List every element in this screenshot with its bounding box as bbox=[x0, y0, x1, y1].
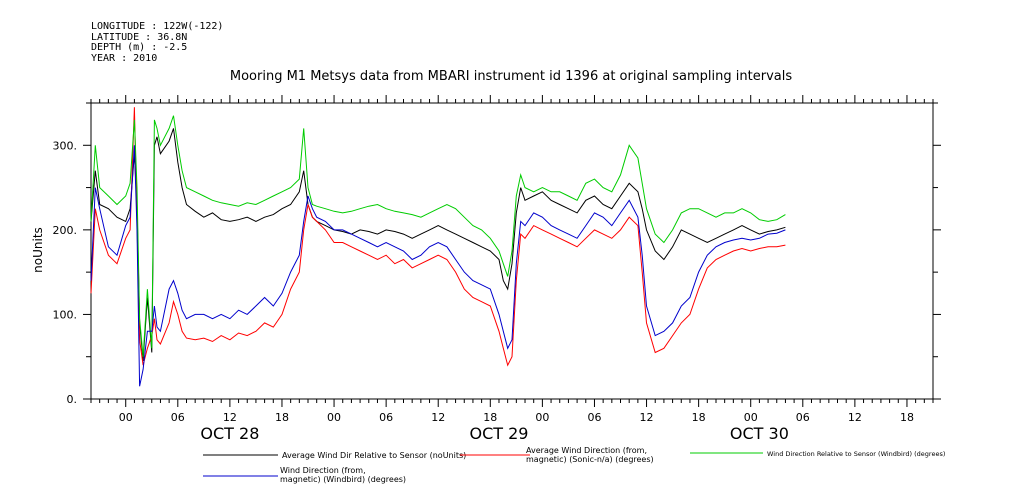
y-tick-label: 100. bbox=[53, 308, 78, 321]
x-tick-label: 06 bbox=[379, 411, 393, 424]
x-tick-label: 06 bbox=[171, 411, 185, 424]
plot-series bbox=[90, 107, 786, 387]
series-line-3 bbox=[90, 145, 786, 387]
series-line-1 bbox=[90, 107, 786, 367]
x-tick-label: 06 bbox=[587, 411, 601, 424]
series-line-0 bbox=[90, 128, 786, 361]
date-label: OCT 29 bbox=[469, 424, 528, 443]
y-tick-label: 300. bbox=[53, 139, 78, 152]
legend-label-red-line2: magnetic) (Sonic-n/a) (degrees) bbox=[526, 455, 654, 464]
axis-ticks: 0. 100. 200. 300. 00 06 12 18 00 06 12 18 00 06 12 18 00… bbox=[53, 95, 941, 424]
meta-year: YEAR : 2010 bbox=[91, 53, 157, 64]
x-tick-label: 12 bbox=[640, 411, 654, 424]
y-axis-label: noUnits bbox=[31, 227, 45, 273]
meta-depth: DEPTH (m) : -2.5 bbox=[91, 42, 187, 53]
x-tick-label: 12 bbox=[431, 411, 445, 424]
x-tick-label: 00 bbox=[744, 411, 758, 424]
legend: Average Wind Dir Relative to Sensor (noU… bbox=[203, 446, 945, 484]
x-tick-label: 00 bbox=[119, 411, 133, 424]
legend-label-blue-line2: magnetic) (Windbird) (degrees) bbox=[280, 475, 406, 484]
legend-label-blue-line1: Wind Direction (from, bbox=[280, 466, 366, 475]
y-tick-label: 0. bbox=[67, 393, 78, 406]
x-tick-label: 00 bbox=[327, 411, 341, 424]
legend-label-red-line1: Average Wind Direction (from, bbox=[526, 446, 647, 455]
series-line-2 bbox=[90, 115, 786, 357]
x-tick-label: 12 bbox=[848, 411, 862, 424]
x-tick-label: 18 bbox=[900, 411, 914, 424]
legend-label-blue: Wind Direction (from, magnetic) (Windbir… bbox=[280, 466, 406, 484]
x-tick-label: 18 bbox=[483, 411, 497, 424]
chart-title: Mooring M1 Metsys data from MBARI instru… bbox=[230, 69, 792, 84]
meta-latitude: LATITUDE : 36.8N bbox=[91, 32, 187, 43]
meta-longitude: LONGITUDE : 122W(-122) bbox=[91, 21, 223, 32]
date-labels: OCT 28 OCT 29 OCT 30 bbox=[200, 424, 788, 443]
y-tick-label: 200. bbox=[53, 224, 78, 237]
legend-label-red: Average Wind Direction (from, magnetic) … bbox=[526, 446, 654, 464]
date-label: OCT 30 bbox=[730, 424, 789, 443]
legend-label-green: Wind Direction Relative to Sensor (Windb… bbox=[767, 450, 945, 458]
x-tick-label: 06 bbox=[796, 411, 810, 424]
x-tick-label: 00 bbox=[535, 411, 549, 424]
x-tick-label: 18 bbox=[692, 411, 706, 424]
legend-label-black: Average Wind Dir Relative to Sensor (noU… bbox=[282, 451, 466, 460]
date-label: OCT 28 bbox=[200, 424, 259, 443]
x-tick-label: 18 bbox=[275, 411, 289, 424]
x-tick-label: 12 bbox=[223, 411, 237, 424]
plot-frame bbox=[90, 102, 934, 400]
